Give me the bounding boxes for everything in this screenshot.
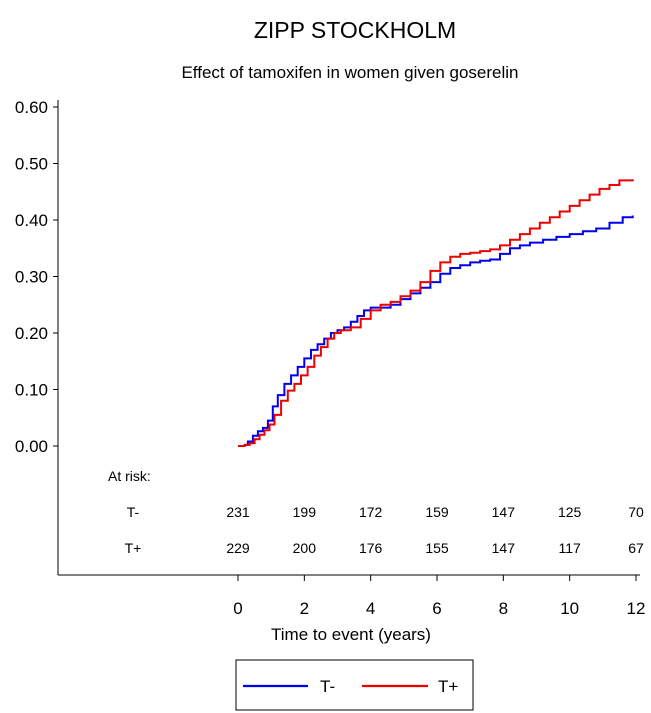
y-tick-label: 0.20 [15, 324, 48, 343]
at-risk-value: 125 [558, 504, 582, 520]
legend: T- T+ [235, 659, 474, 711]
y-tick-label: 0.10 [15, 381, 48, 400]
legend-label-t-minus: T- [320, 677, 335, 696]
chart-title: ZIPP STOCKHOLM [254, 17, 456, 43]
series-group [238, 179, 634, 447]
series-line-t-plus [238, 179, 634, 447]
x-tick-label: 8 [499, 599, 508, 618]
y-tick-label: 0.30 [15, 268, 48, 287]
at-risk-group-label: T+ [125, 540, 142, 556]
at-risk-value: 147 [492, 504, 516, 520]
x-tick-label: 6 [432, 599, 441, 618]
at-risk-value: 176 [359, 540, 383, 556]
chart-subtitle: Effect of tamoxifen in women given goser… [181, 63, 518, 82]
x-axis-label: Time to event (years) [271, 625, 431, 644]
series-line-t-minus [238, 215, 634, 447]
at-risk-value: 147 [492, 540, 516, 556]
at-risk-value: 67 [628, 540, 644, 556]
y-tick-label: 0.00 [15, 437, 48, 456]
x-tick-label: 2 [300, 599, 309, 618]
at-risk-value: 231 [226, 504, 250, 520]
at-risk-value: 229 [226, 540, 250, 556]
at-risk-value: 117 [559, 540, 582, 556]
x-tick-label: 0 [233, 599, 242, 618]
at-risk-label: At risk: [108, 468, 151, 484]
at-risk-value: 199 [293, 504, 317, 520]
at-risk-value: 70 [628, 504, 644, 520]
x-tick-label: 10 [560, 599, 579, 618]
y-axis: 0.00 0.10 0.20 0.30 0.40 0.50 0.60 [15, 98, 59, 575]
legend-label-t-plus: T+ [438, 677, 458, 696]
at-risk-value: 200 [293, 540, 317, 556]
at-risk-value: 172 [359, 504, 383, 520]
y-tick-label: 0.60 [15, 98, 48, 117]
at-risk-value: 159 [425, 504, 449, 520]
at-risk-group-label: T- [127, 504, 140, 520]
at-risk-table: At risk: T- 231 199 172 159 147 125 70 T+ 229 200 1… [108, 468, 644, 556]
x-tick-label: 12 [627, 599, 646, 618]
at-risk-value: 155 [425, 540, 449, 556]
x-axis: 0 2 4 6 8 10 12 [58, 574, 646, 618]
y-tick-label: 0.40 [15, 211, 48, 230]
y-tick-label: 0.50 [15, 155, 48, 174]
x-tick-label: 4 [366, 599, 375, 618]
